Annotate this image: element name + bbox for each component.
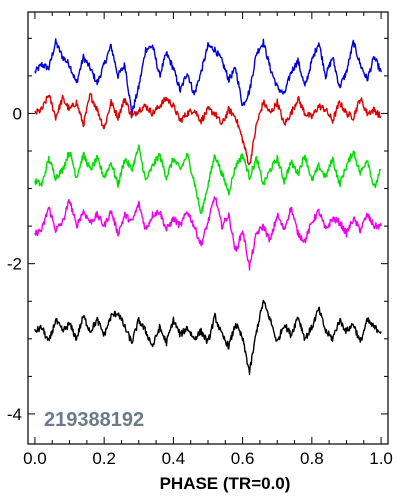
y-tick-label: -4: [7, 405, 22, 424]
plot-area: [34, 38, 382, 375]
series-line-5: [34, 299, 382, 375]
x-tick-label: 0.4: [162, 449, 186, 468]
plot-frame: [27, 11, 389, 445]
star-id-label: 219388192: [44, 409, 144, 431]
y-tick-label: 0: [13, 104, 22, 123]
x-axis-label: PHASE (TR=0.0): [160, 474, 291, 493]
x-tick-label: 0.2: [92, 449, 116, 468]
y-tick-label: -2: [7, 255, 22, 274]
series-line-4: [34, 196, 382, 271]
x-tick-label: 0.6: [231, 449, 255, 468]
series-line-1: [34, 38, 382, 117]
x-tick-label: 1.0: [369, 449, 393, 468]
series-line-2: [34, 92, 382, 166]
x-axis: 0.0 0.2 0.4 0.6 0.8 1.0: [23, 12, 393, 468]
x-tick-label: 0.0: [23, 449, 47, 468]
series-line-3: [34, 144, 382, 214]
y-axis: 0 -2 -4: [7, 37, 388, 424]
x-tick-label: 0.8: [300, 449, 324, 468]
